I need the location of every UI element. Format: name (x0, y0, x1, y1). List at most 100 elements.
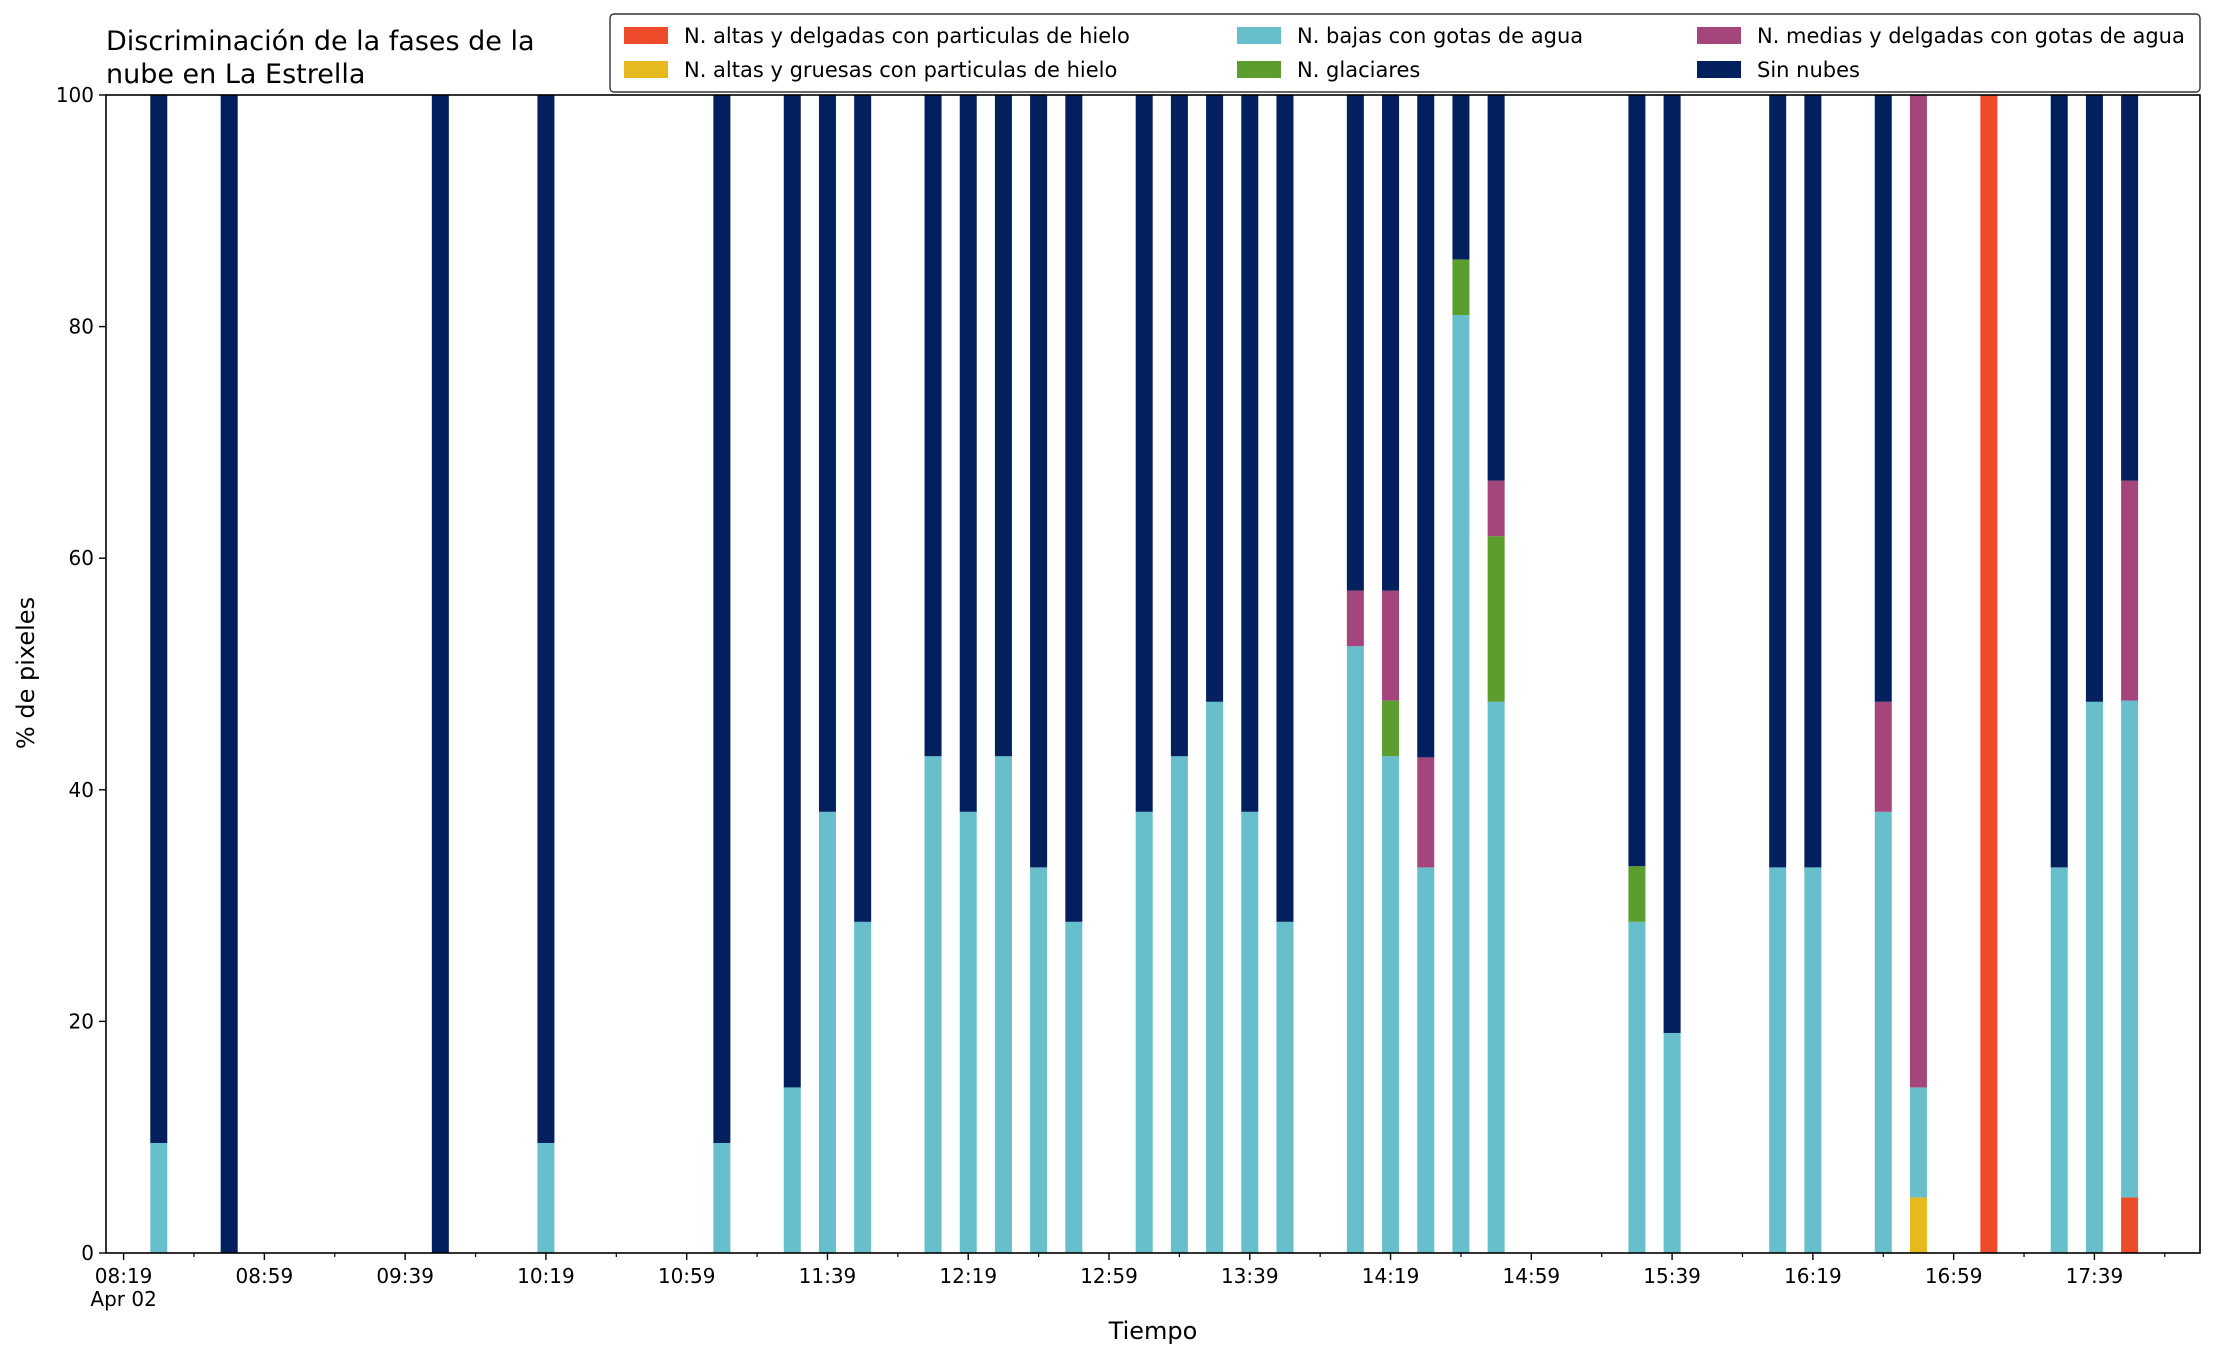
bar-1649-n-altas-y-gruesas-con-particulas-de-hielo (1909, 1197, 1927, 1253)
bar-1729-sin-nubes (2050, 95, 2068, 868)
x-tick-label: 12:59 (1080, 1264, 1138, 1288)
bar-1619-n-bajas-con-gotas-de-agua (1804, 867, 1822, 1253)
bar-1419-n-medias-y-delgadas-con-gotas-de-agua (1382, 590, 1400, 701)
bar-1349-sin-nubes (1276, 95, 1294, 922)
bar-1209-n-bajas-con-gotas-de-agua (924, 756, 942, 1253)
bar-1539-n-bajas-con-gotas-de-agua (1663, 1032, 1681, 1253)
bar-1209-sin-nubes (924, 95, 942, 757)
legend-label-n-altas-y-gruesas-con-particulas-de-hielo: N. altas y gruesas con particulas de hie… (684, 58, 1117, 82)
x-tick-label: 10:19 (517, 1264, 575, 1288)
bar-1729-n-bajas-con-gotas-de-agua (2050, 867, 2068, 1253)
bar-1749-n-altas-y-delgadas-con-particulas-de-hielo (2121, 1197, 2139, 1253)
bar-1419-n-bajas-con-gotas-de-agua (1382, 756, 1400, 1253)
bar-1329-sin-nubes (1206, 95, 1224, 702)
x-tick-label: 14:19 (1362, 1264, 1420, 1288)
x-tick-label: 08:19 (95, 1264, 153, 1288)
bars-layer (150, 95, 2139, 1253)
bar-1149-sin-nubes (854, 95, 872, 922)
bar-1449-sin-nubes (1487, 95, 1505, 481)
bar-1529-sin-nubes (1628, 95, 1646, 867)
plot-frame (105, 94, 2201, 1254)
bar-1149-n-bajas-con-gotas-de-agua (854, 921, 872, 1253)
bar-1249-sin-nubes (1065, 95, 1083, 922)
bar-1749-sin-nubes (2121, 95, 2139, 481)
bar-1649-n-bajas-con-gotas-de-agua (1909, 1087, 1927, 1198)
bar-1249-n-bajas-con-gotas-de-agua (1065, 921, 1083, 1253)
bar-1529-n-glaciares (1628, 866, 1646, 922)
x-tick-label: 17:39 (2066, 1264, 2124, 1288)
x-tick-label: 15:39 (1643, 1264, 1701, 1288)
legend-label-n-medias-y-delgadas-con-gotas-de-agua: N. medias y delgadas con gotas de agua (1757, 24, 2185, 48)
bar-1409-n-bajas-con-gotas-de-agua (1346, 646, 1364, 1253)
bar-1739-n-bajas-con-gotas-de-agua (2085, 701, 2103, 1253)
bar-1229-sin-nubes (994, 95, 1012, 757)
legend-swatch-sin-nubes (1697, 61, 1741, 78)
bar-0949-sin-nubes (431, 95, 449, 1253)
x-tick-label: 09:39 (376, 1264, 434, 1288)
legend: N. altas y delgadas con particulas de hi… (609, 13, 2201, 93)
x-tick-label: 13:39 (1221, 1264, 1279, 1288)
bar-1409-sin-nubes (1346, 95, 1364, 591)
legend-swatch-n-medias-y-delgadas-con-gotas-de-agua (1697, 27, 1741, 44)
bar-1329-n-bajas-con-gotas-de-agua (1206, 701, 1224, 1253)
bar-1609-n-bajas-con-gotas-de-agua (1769, 867, 1787, 1253)
x-tick-date-label: Apr 02 (90, 1287, 156, 1311)
bar-1139-n-bajas-con-gotas-de-agua (818, 811, 836, 1253)
bar-1419-n-glaciares (1382, 700, 1400, 757)
bar-1529-n-bajas-con-gotas-de-agua (1628, 921, 1646, 1253)
legend-label-n-glaciares: N. glaciares (1297, 58, 1420, 82)
x-tick-label: 16:19 (1784, 1264, 1842, 1288)
bar-1219-n-bajas-con-gotas-de-agua (959, 811, 977, 1253)
bar-1429-n-medias-y-delgadas-con-gotas-de-agua (1417, 757, 1435, 868)
bar-1229-n-bajas-con-gotas-de-agua (994, 756, 1012, 1253)
x-tick-label: 10:59 (658, 1264, 716, 1288)
chart-title: Discriminación de la fases de la nube en… (106, 26, 543, 90)
bar-1239-n-bajas-con-gotas-de-agua (1030, 867, 1048, 1253)
bar-1749-n-bajas-con-gotas-de-agua (2121, 700, 2139, 1198)
bar-1449-n-glaciares (1487, 536, 1505, 702)
bar-1439-n-bajas-con-gotas-de-agua (1452, 315, 1470, 1253)
x-tick-label: 11:39 (799, 1264, 857, 1288)
legend-label-n-bajas-con-gotas-de-agua: N. bajas con gotas de agua (1297, 24, 1583, 48)
x-tick-label: 14:59 (1503, 1264, 1561, 1288)
legend-swatch-n-bajas-con-gotas-de-agua (1237, 27, 1281, 44)
bar-1619-sin-nubes (1804, 95, 1822, 868)
x-tick-label: 08:59 (236, 1264, 294, 1288)
bar-1219-sin-nubes (959, 95, 977, 812)
legend-swatch-n-glaciares (1237, 61, 1281, 78)
bar-1109-sin-nubes (713, 95, 731, 1143)
chart-title-line-2: nube en La Estrella (106, 59, 365, 90)
bar-1019-n-bajas-con-gotas-de-agua (537, 1142, 555, 1253)
bar-1339-sin-nubes (1241, 95, 1259, 812)
bar-1429-n-bajas-con-gotas-de-agua (1417, 867, 1435, 1253)
bar-1129-sin-nubes (783, 95, 801, 1088)
y-tick-label: 80 (69, 315, 94, 339)
legend-swatch-n-altas-y-delgadas-con-particulas-de-hielo (624, 27, 668, 44)
bar-1019-sin-nubes (537, 95, 555, 1143)
bar-1609-sin-nubes (1769, 95, 1787, 868)
bar-1339-n-bajas-con-gotas-de-agua (1241, 811, 1259, 1253)
bar-1739-sin-nubes (2085, 95, 2103, 702)
bar-1239-sin-nubes (1030, 95, 1048, 868)
bar-1649-n-medias-y-delgadas-con-gotas-de-agua (1909, 95, 1927, 1088)
y-tick-label: 20 (69, 1009, 94, 1033)
x-axis-label: Tiempo (1108, 1317, 1198, 1345)
legend-label-n-altas-y-delgadas-con-particulas-de-hielo: N. altas y delgadas con particulas de hi… (684, 24, 1130, 48)
y-tick-label: 40 (69, 778, 94, 802)
bar-1419-sin-nubes (1382, 95, 1400, 591)
bar-1319-sin-nubes (1170, 95, 1188, 757)
bar-1129-n-bajas-con-gotas-de-agua (783, 1087, 801, 1253)
bar-1429-sin-nubes (1417, 95, 1435, 758)
y-axis-label: % de pixeles (12, 597, 40, 749)
x-tick-label: 12:19 (939, 1264, 997, 1288)
y-tick-label: 100 (56, 83, 94, 107)
bar-1439-n-glaciares (1452, 259, 1470, 316)
legend-box (609, 13, 2201, 93)
bar-1449-n-bajas-con-gotas-de-agua (1487, 701, 1505, 1253)
bar-1309-n-bajas-con-gotas-de-agua (1135, 811, 1153, 1253)
bar-1349-n-bajas-con-gotas-de-agua (1276, 921, 1294, 1253)
legend-label-sin-nubes: Sin nubes (1757, 58, 1860, 82)
y-tick-label: 0 (81, 1241, 94, 1265)
